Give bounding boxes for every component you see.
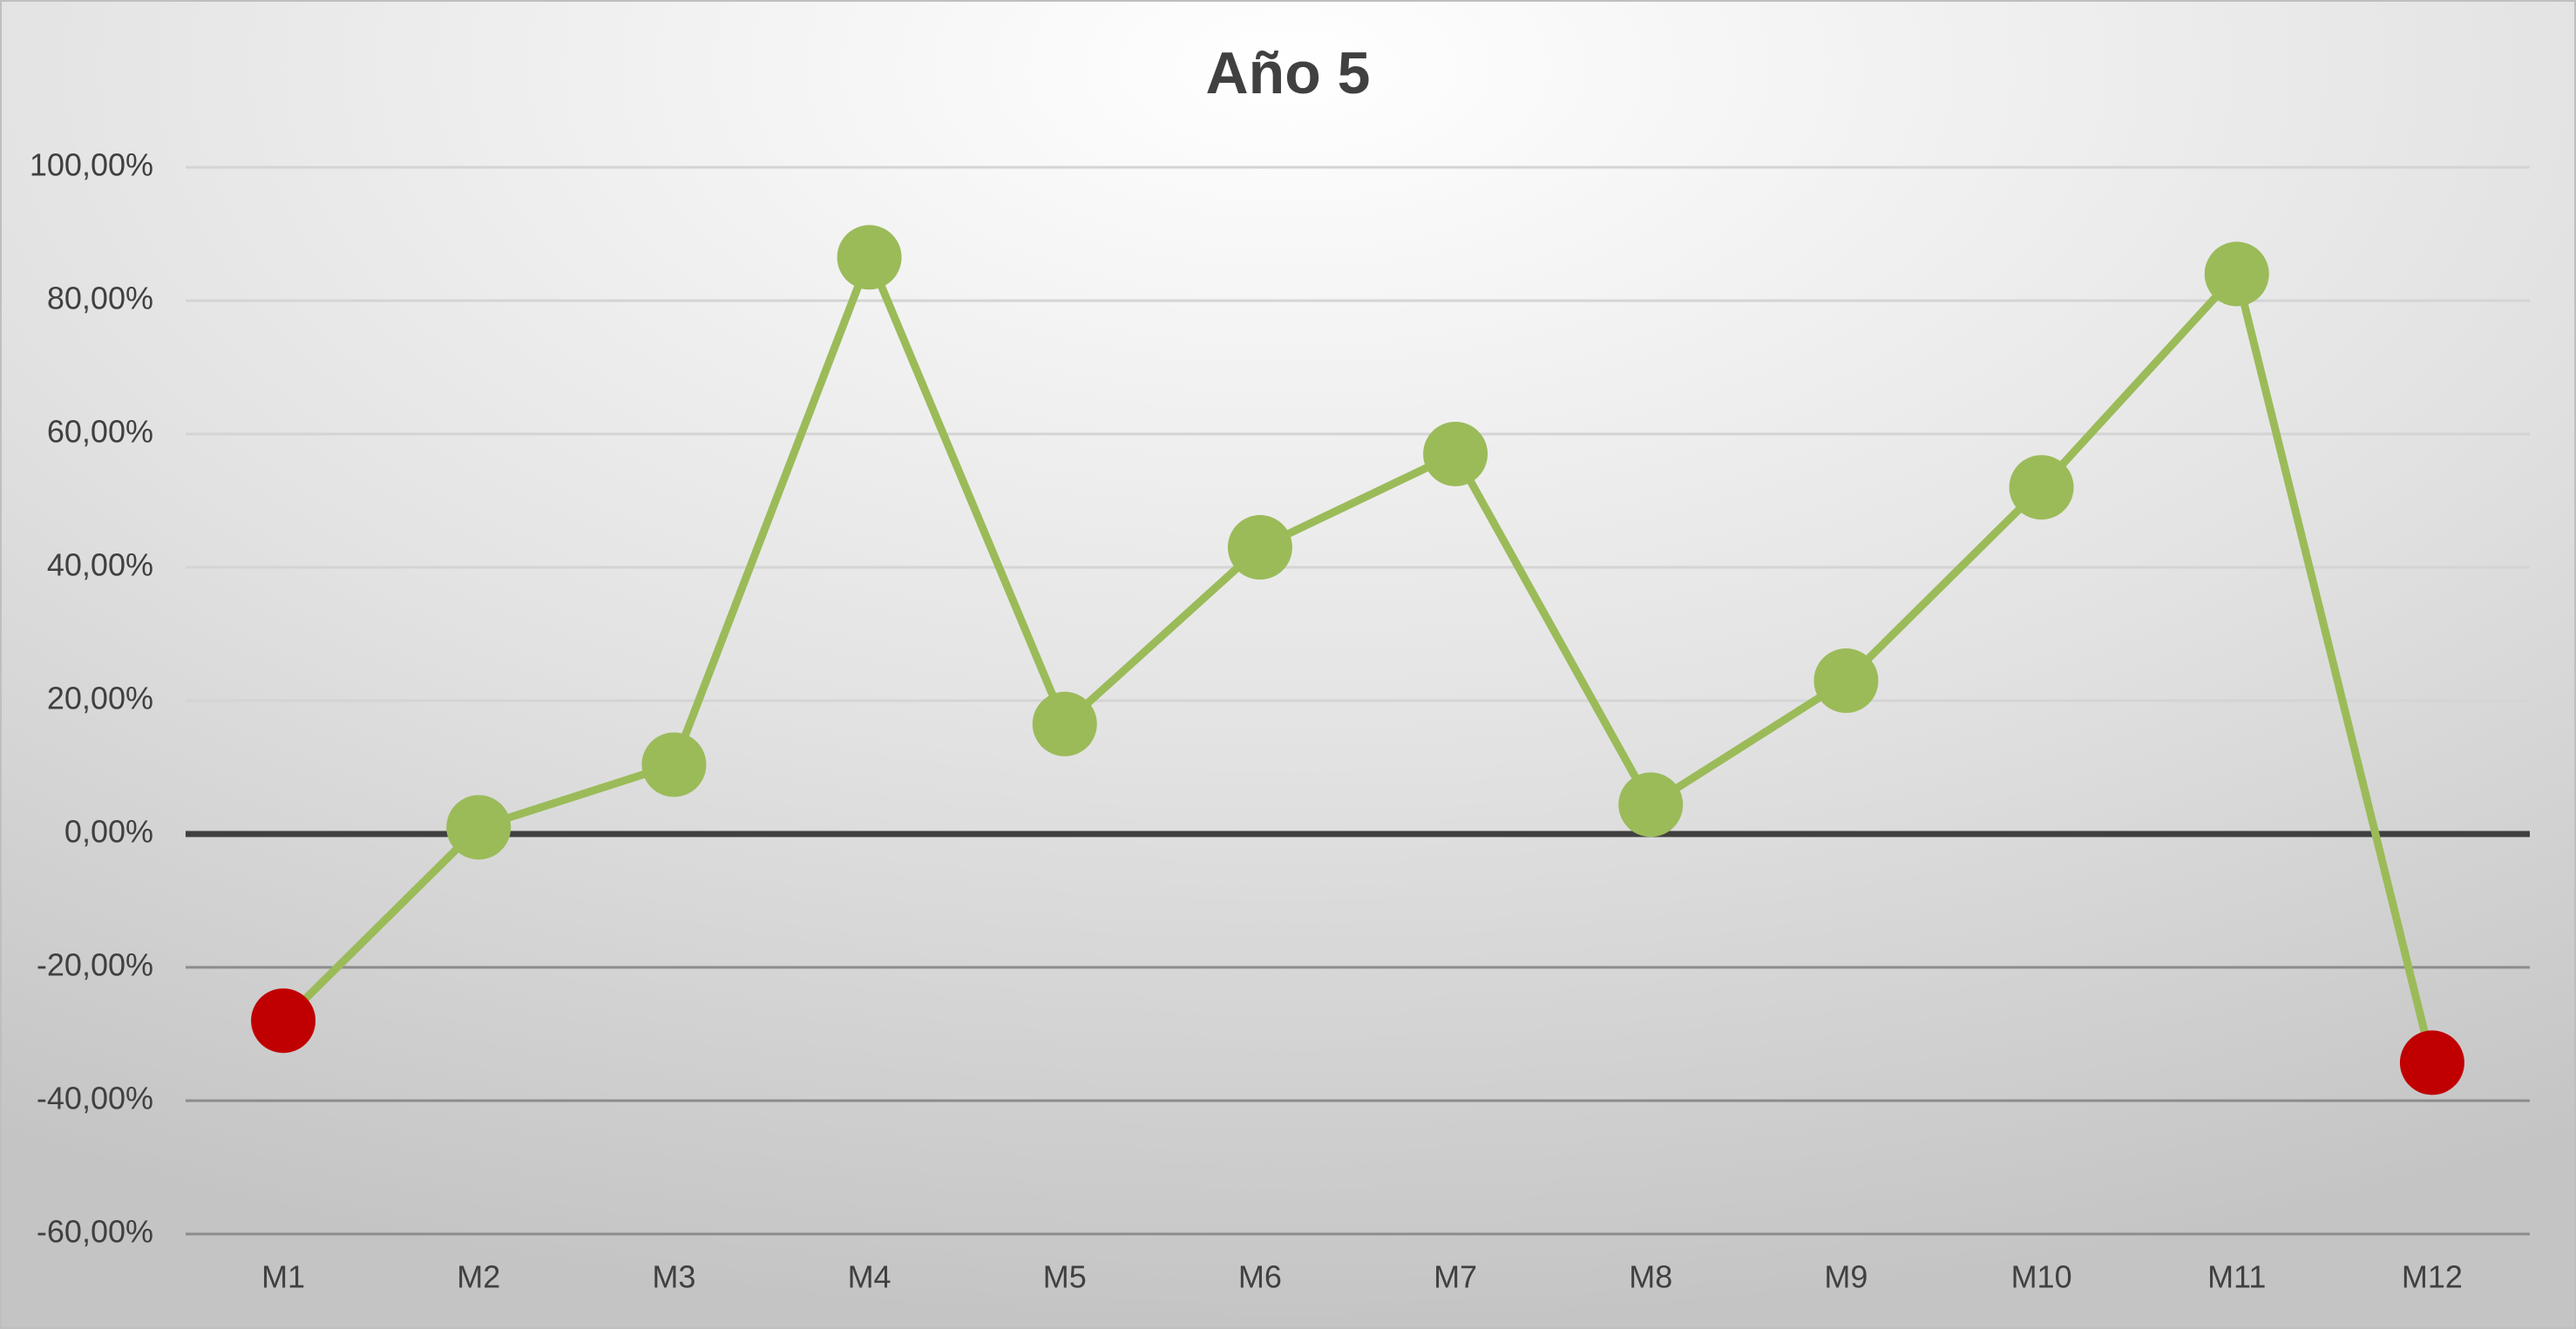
data-point: [1032, 691, 1097, 756]
data-point: [2204, 241, 2269, 307]
data-point: [1618, 772, 1684, 837]
x-tick-label: M1: [261, 1259, 305, 1295]
x-tick-label: M11: [2207, 1259, 2266, 1295]
x-tick-label: M5: [1043, 1259, 1087, 1295]
y-tick-label: 0,00%: [64, 814, 153, 850]
series-line: [280, 253, 2437, 1064]
x-tick-label: M9: [1824, 1259, 1868, 1295]
data-point: [1227, 515, 1292, 580]
data-point: [446, 795, 512, 860]
data-point: [641, 732, 707, 797]
y-tick-label: -20,00%: [37, 947, 153, 983]
data-point: [1423, 421, 1488, 486]
x-tick-label: M12: [2402, 1259, 2463, 1295]
x-tick-label: M10: [2011, 1259, 2072, 1295]
x-tick-label: M8: [1629, 1259, 1672, 1295]
data-point: [837, 225, 902, 290]
x-tick-label: M3: [652, 1259, 695, 1295]
y-tick-label: 100,00%: [30, 147, 153, 183]
x-tick-label: M2: [457, 1259, 500, 1295]
data-point: [251, 988, 316, 1054]
x-tick-label: M4: [848, 1259, 891, 1295]
y-tick-label: 20,00%: [47, 681, 153, 716]
data-point: [2009, 455, 2074, 520]
data-point: [1813, 648, 1879, 714]
y-tick-label: -60,00%: [37, 1214, 153, 1250]
y-tick-label: 40,00%: [47, 547, 153, 583]
chart-title: Año 5: [1206, 40, 1371, 106]
data-point: [2399, 1030, 2464, 1095]
x-tick-label: M7: [1434, 1259, 1477, 1295]
y-tick-label: 60,00%: [47, 414, 153, 450]
y-tick-label: 80,00%: [47, 281, 153, 316]
y-tick-label: -40,00%: [37, 1081, 153, 1116]
x-tick-label: M6: [1238, 1259, 1282, 1295]
